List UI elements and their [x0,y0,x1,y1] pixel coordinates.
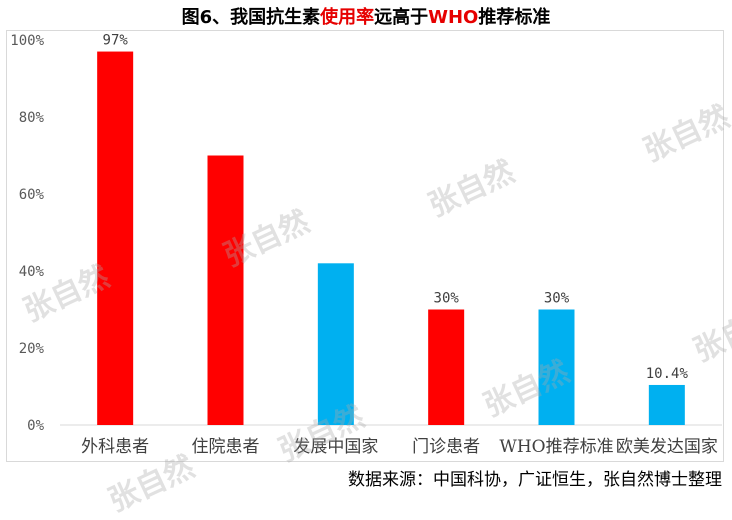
data-label: 97% [103,33,129,49]
data-label: 30% [434,291,460,307]
y-tick-label: 20% [19,341,45,357]
data-label: 10.4% [646,366,689,382]
title-part-4: WHO [428,7,479,28]
bar [428,309,465,425]
title-part-1: 图6、我国抗生素 [181,7,321,28]
title-part-2: 使用率 [320,7,375,28]
x-tick-label: WHO推荐标准 [499,437,613,457]
title-part-3: 远高于 [374,7,429,28]
chart-title: 图6、我国抗生素使用率远高于WHO推荐标准 [0,3,732,29]
bar [538,309,575,425]
y-tick-label: 0% [27,418,44,434]
y-tick-label: 40% [19,264,45,280]
y-tick-label: 80% [19,110,45,126]
x-tick-label: 发展中国家 [293,437,378,457]
source-note: 数据来源：中国科协，广证恒生，张自然博士整理 [348,470,722,490]
x-tick-label: 欧美发达国家 [616,437,718,457]
y-tick-label: 100% [10,33,44,49]
x-tick-label: 外科患者 [81,437,149,457]
bar [317,263,354,425]
bar-chart: 0% 20% 40% 60% 80% 100% 97% 外科患者 住院患者 发展中国家 30% 门诊患… [10,33,722,457]
x-tick-label: 门诊患者 [412,437,480,457]
bar [648,384,685,425]
title-part-5: 推荐标准 [478,7,551,28]
x-tick-label: 住院患者 [192,437,260,457]
bar [97,51,134,426]
data-label: 30% [544,291,570,307]
bar [207,155,244,425]
chart-frame [6,30,724,462]
y-tick-label: 60% [19,187,45,203]
